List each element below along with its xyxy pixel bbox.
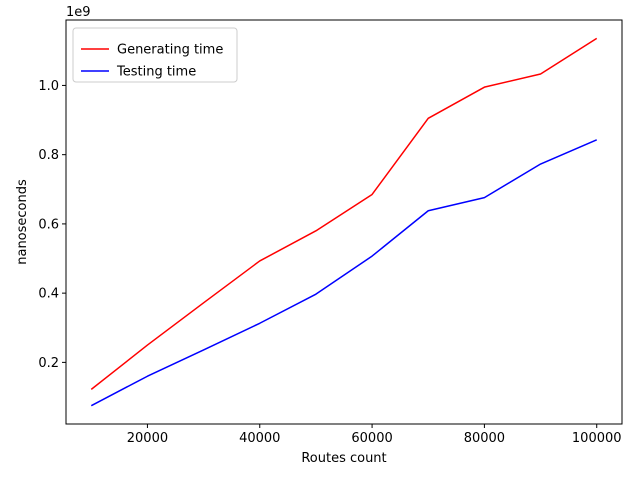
plot-frame <box>65 19 623 425</box>
y-tick-label: 1.0 <box>38 79 59 94</box>
y-tick-label: 0.2 <box>38 356 59 371</box>
x-tick-label: 60000 <box>351 431 392 446</box>
legend: Generating time Testing time <box>72 27 238 83</box>
series-line-1 <box>90 139 598 407</box>
y-axis-label: nanoseconds <box>15 179 30 265</box>
legend-label: Testing time <box>116 65 196 80</box>
x-tick-label: 100000 <box>572 431 622 446</box>
series-line-0 <box>90 37 598 390</box>
x-axis-label: Routes count <box>301 451 386 466</box>
y-tick-label: 0.8 <box>38 148 59 163</box>
x-tick-label: 80000 <box>464 431 505 446</box>
plot-lines <box>90 37 598 407</box>
x-tick-label: 20000 <box>127 431 168 446</box>
y-offset-text: 1e9 <box>66 5 91 20</box>
x-tick-label: 40000 <box>239 431 280 446</box>
y-axis: 0.2 0.4 0.6 0.8 1.0 <box>38 79 66 371</box>
y-tick-label: 0.4 <box>38 287 59 302</box>
legend-label: Generating time <box>117 43 223 58</box>
legend-box <box>72 27 238 83</box>
x-axis: 20000 40000 60000 80000 100000 <box>127 424 622 446</box>
y-tick-label: 0.6 <box>38 217 59 232</box>
